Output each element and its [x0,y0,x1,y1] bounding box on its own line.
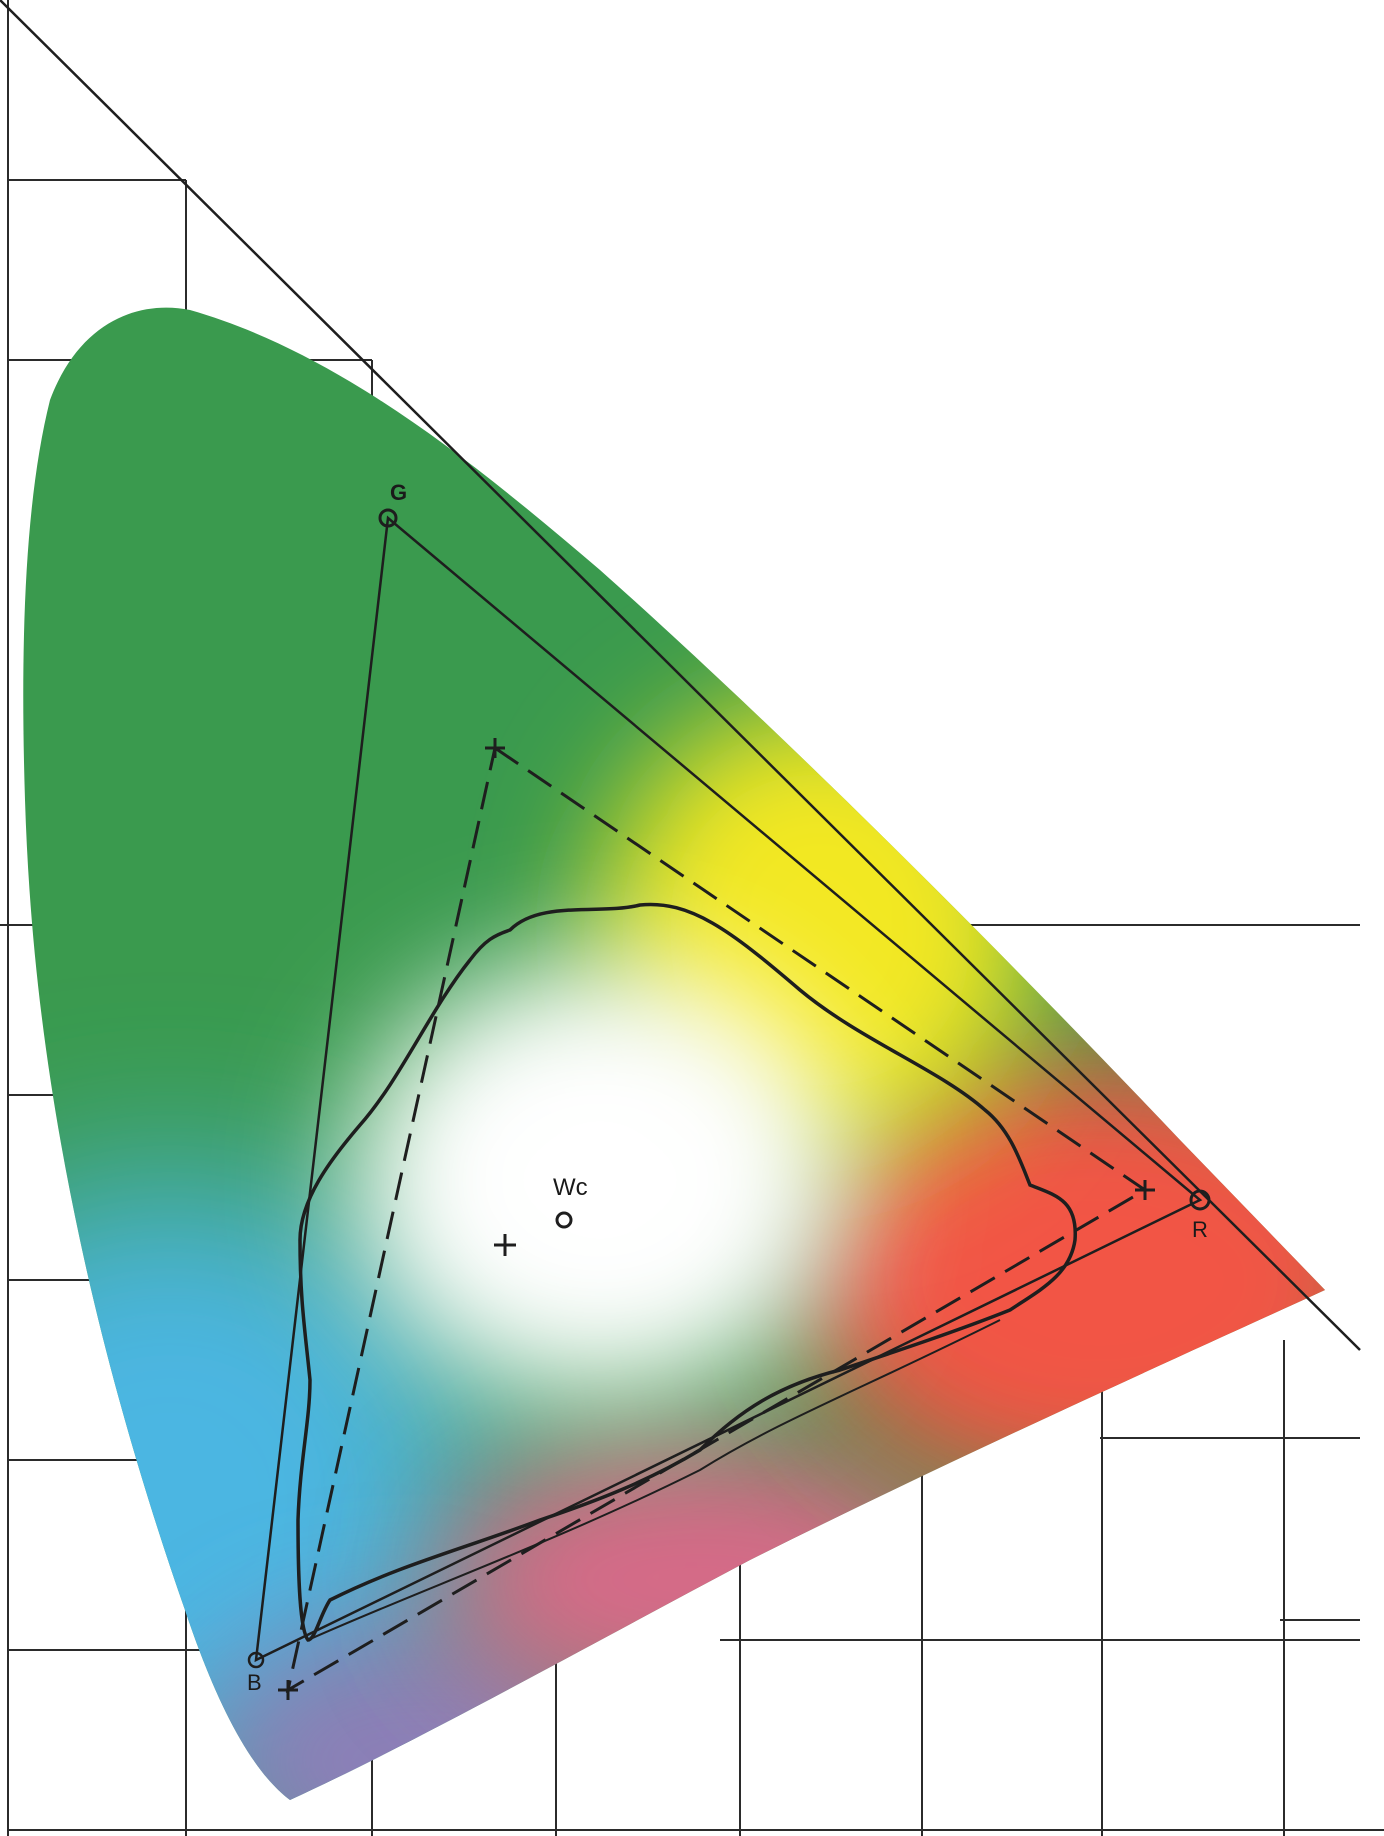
red-primary-marker [1189,1189,1211,1211]
cross-marker-top [485,738,505,758]
primaries-triangle [254,515,1203,1663]
measured-gamut-lower-edge [307,1319,1001,1641]
label-white-point: Wc [553,1174,588,1201]
blue-primary-marker [247,1651,265,1669]
white-point-marker [555,1211,573,1229]
label-green-primary: G [390,480,407,505]
dashed-gamut-triangle [285,745,1148,1694]
cross-marker-bottom [278,1680,298,1700]
label-blue-primary: B [247,1670,262,1695]
diagonal-boundary-line [0,0,1361,1351]
measured-gamut-curve [296,902,1077,1642]
magenta-region [440,1440,960,1720]
cross-marker-center [494,1234,516,1256]
label-red-primary: R [1192,1217,1208,1242]
green-primary-marker [378,508,398,528]
white-region [350,960,850,1400]
cross-marker-right [1135,1180,1155,1200]
